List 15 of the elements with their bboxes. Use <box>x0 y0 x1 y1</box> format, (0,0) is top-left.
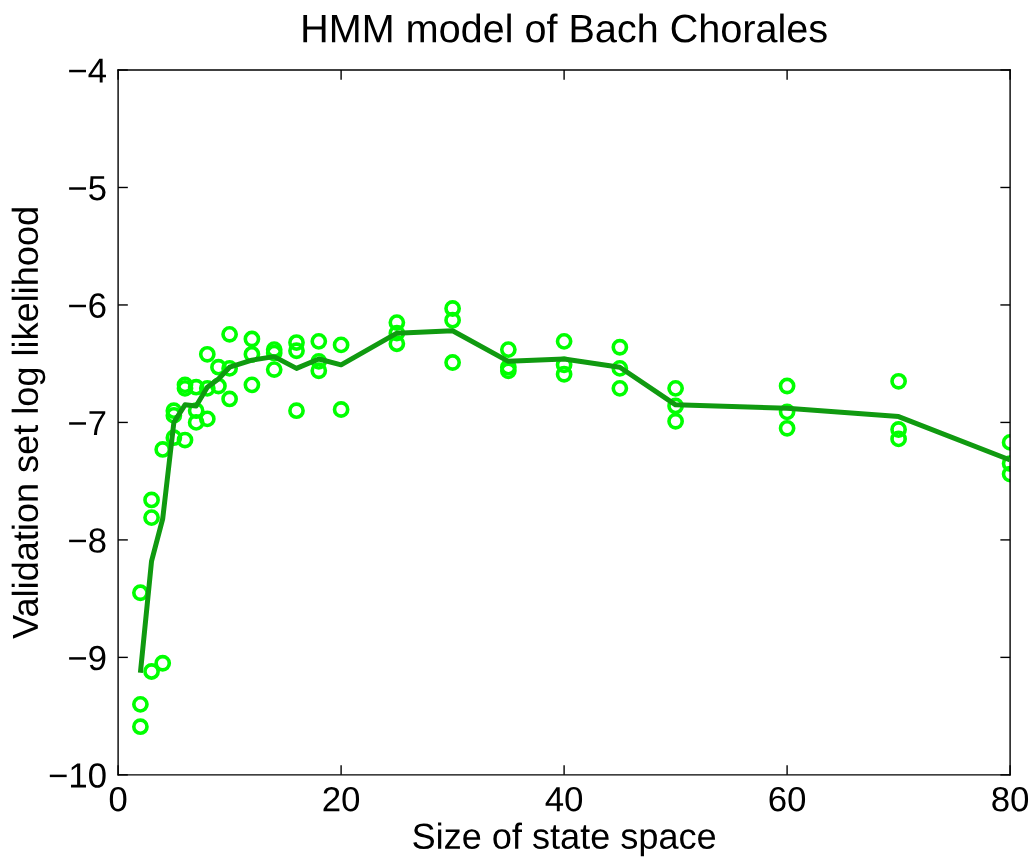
y-tick-label: −9 <box>69 645 106 671</box>
y-tick-label: −6 <box>69 293 106 318</box>
y-tick-label: −10 <box>49 763 106 788</box>
x-tick-label: 20 <box>323 786 360 812</box>
y-tick-label: −7 <box>69 411 106 436</box>
chart-title: HMM model of Bach Chorales <box>303 13 827 43</box>
x-tick-label: 80 <box>992 786 1029 812</box>
y-tick-label: −8 <box>69 528 106 553</box>
x-tick-label: 0 <box>109 786 127 812</box>
x-tick-label: 60 <box>769 786 806 812</box>
x-axis-title: Size of state space <box>413 822 716 857</box>
y-tick-label: −4 <box>69 58 106 83</box>
y-axis-title: Validation set log likelihood <box>11 208 46 639</box>
x-tick-label: 40 <box>545 786 583 812</box>
y-tick-label: −5 <box>69 176 106 201</box>
